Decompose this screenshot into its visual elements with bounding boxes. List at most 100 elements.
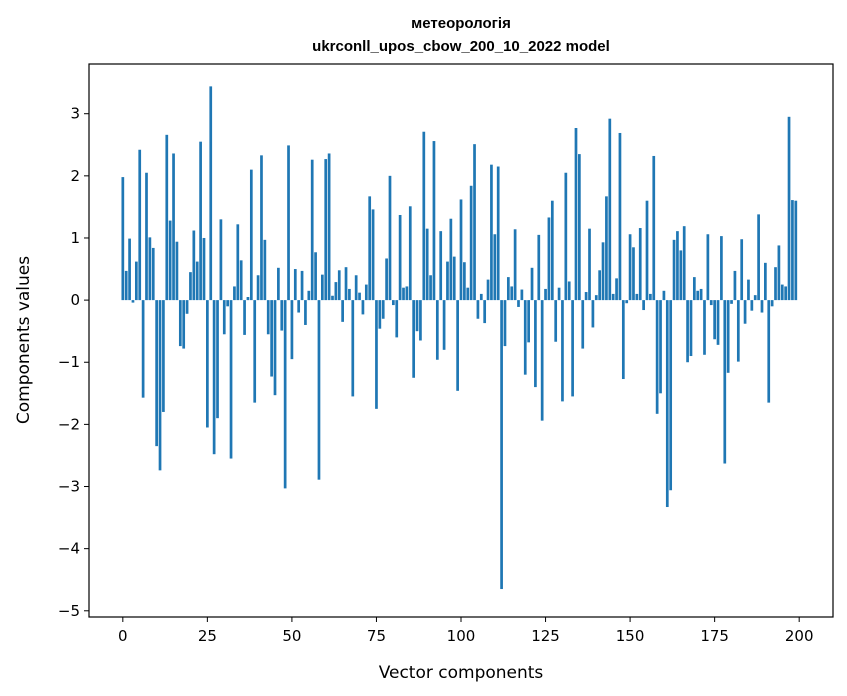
bar-70 — [358, 292, 361, 301]
bar-25 — [206, 300, 209, 428]
bar-117 — [517, 300, 520, 307]
bar-64 — [337, 270, 341, 301]
bar-16 — [175, 241, 179, 301]
bar-35 — [239, 260, 243, 301]
bar-188 — [757, 214, 760, 301]
bar-52 — [297, 300, 301, 313]
bar-65 — [341, 300, 344, 322]
bar-67 — [348, 288, 351, 301]
bar-154 — [642, 300, 645, 311]
bar-98 — [452, 256, 456, 301]
y-tick-label: 0 — [70, 291, 80, 309]
x-tick-label: 50 — [282, 627, 301, 645]
bar-86 — [412, 300, 416, 378]
bar-103 — [469, 185, 473, 301]
bar-186 — [750, 300, 754, 311]
bar-144 — [608, 118, 612, 301]
bar-148 — [621, 300, 625, 380]
bar-166 — [682, 226, 686, 301]
bar-53 — [300, 270, 304, 301]
bar-190 — [764, 262, 767, 301]
x-tick-label: 0 — [118, 627, 128, 645]
bar-43 — [266, 300, 270, 335]
bar-198 — [791, 200, 794, 301]
bar-80 — [392, 300, 395, 306]
bar-72 — [364, 284, 368, 301]
bar-165 — [679, 250, 683, 301]
bar-160 — [662, 290, 666, 301]
bar-74 — [371, 209, 375, 301]
bar-135 — [578, 154, 581, 301]
bar-129 — [557, 287, 561, 301]
bar-58 — [317, 300, 321, 480]
bar-143 — [605, 196, 608, 301]
x-tick-label: 150 — [616, 627, 645, 645]
bar-175 — [713, 300, 716, 340]
bar-7 — [145, 172, 148, 301]
bar-151 — [632, 247, 635, 301]
bar-105 — [476, 300, 480, 319]
bar-54 — [304, 300, 307, 325]
bar-109 — [490, 164, 493, 301]
bar-39 — [253, 300, 257, 403]
bar-85 — [408, 206, 412, 301]
bar-13 — [165, 134, 169, 301]
bar-136 — [581, 300, 585, 349]
bar-27 — [212, 300, 216, 455]
bar-194 — [777, 245, 781, 301]
bar-152 — [635, 293, 639, 301]
bar-90 — [425, 228, 429, 301]
x-tick-label: 125 — [531, 627, 560, 645]
bar-5 — [138, 149, 142, 301]
bar-51 — [293, 269, 297, 301]
bar-127 — [550, 200, 554, 301]
bar-68 — [351, 300, 355, 397]
bar-47 — [280, 300, 284, 331]
bar-123 — [537, 234, 541, 301]
bar-187 — [753, 295, 757, 301]
x-tick-label: 175 — [700, 627, 729, 645]
bar-141 — [598, 270, 602, 301]
bar-112 — [500, 300, 503, 590]
bar-140 — [594, 295, 598, 301]
bar-181 — [733, 270, 737, 301]
y-tick-label: −3 — [58, 478, 80, 496]
bar-120 — [527, 300, 530, 343]
bar-134 — [574, 128, 578, 301]
x-tick-label: 200 — [785, 627, 814, 645]
bar-128 — [554, 300, 558, 342]
bar-197 — [787, 116, 791, 301]
bar-71 — [361, 300, 365, 315]
bar-196 — [784, 286, 788, 301]
bar-23 — [199, 141, 202, 301]
bar-149 — [625, 300, 629, 304]
bar-126 — [547, 217, 551, 301]
bar-87 — [415, 300, 419, 332]
bar-79 — [388, 175, 392, 301]
bar-14 — [168, 220, 172, 301]
bar-116 — [513, 229, 517, 301]
bar-42 — [263, 239, 267, 301]
bar-76 — [378, 300, 382, 329]
y-axis-label: Components values — [14, 256, 34, 424]
bar-3 — [131, 300, 135, 303]
bar-161 — [665, 300, 669, 508]
bar-100 — [459, 199, 463, 301]
bar-4 — [134, 261, 138, 301]
bar-22 — [195, 261, 199, 301]
bar-121 — [530, 267, 534, 301]
bar-107 — [483, 300, 487, 324]
bar-37 — [246, 297, 250, 301]
x-axis-label: Vector components — [379, 663, 544, 683]
bar-104 — [473, 144, 476, 301]
bar-147 — [618, 132, 622, 301]
bar-168 — [689, 300, 693, 357]
bar-124 — [540, 300, 544, 421]
bar-83 — [402, 287, 405, 301]
bar-63 — [334, 282, 338, 301]
bar-158 — [655, 300, 659, 414]
bar-102 — [466, 287, 470, 301]
bar-118 — [520, 289, 524, 301]
bar-8 — [148, 237, 152, 301]
bar-59 — [320, 274, 324, 301]
